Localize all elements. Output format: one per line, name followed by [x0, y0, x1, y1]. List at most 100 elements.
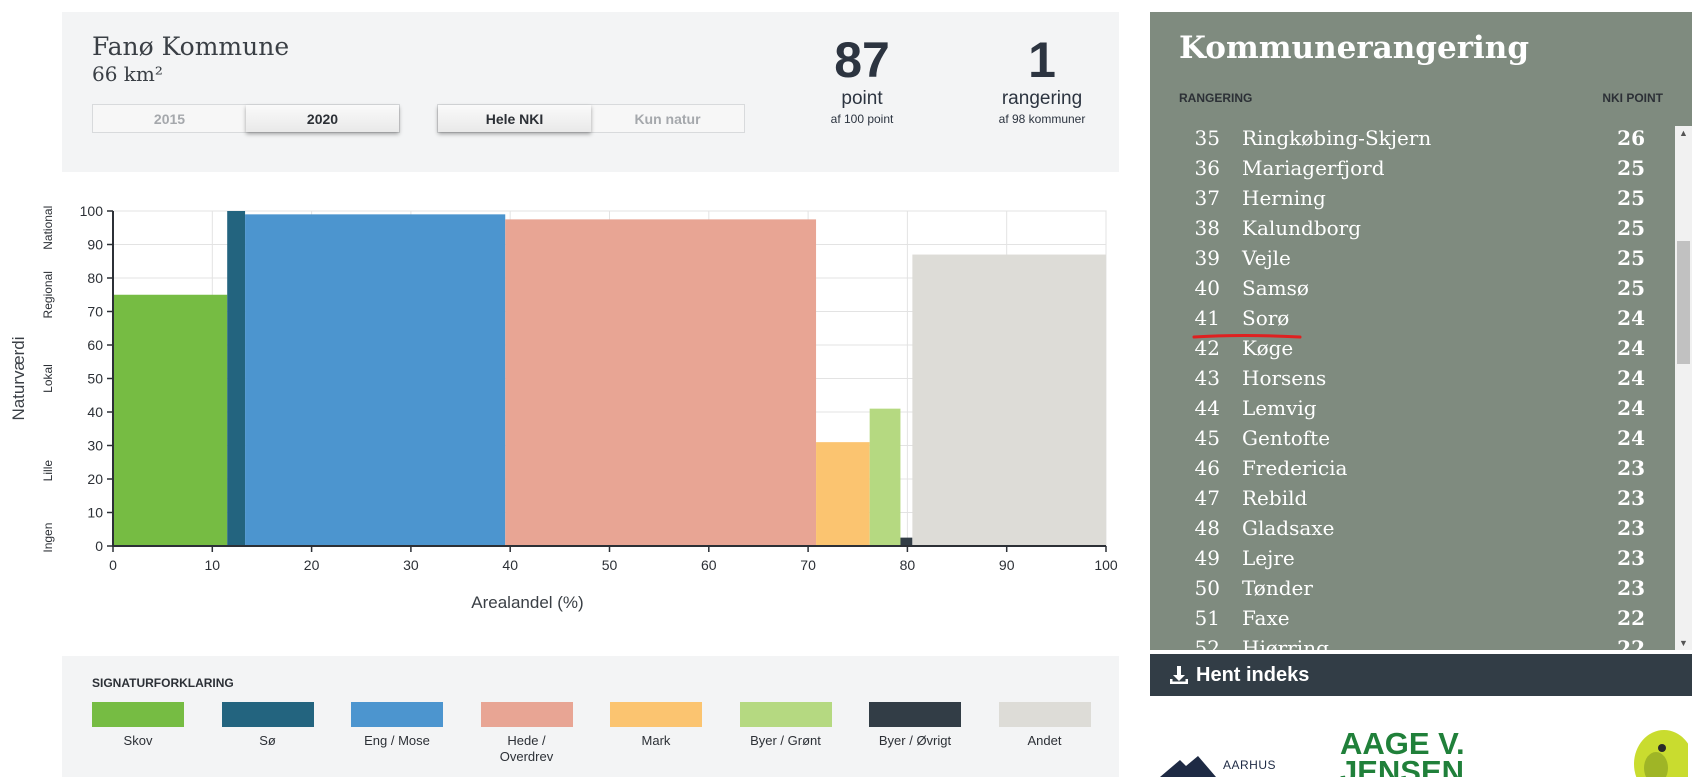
year-toggle: 2015 2020: [92, 104, 400, 133]
x-tick-label: 60: [701, 557, 717, 573]
y-band-label: Lille: [41, 460, 55, 482]
ranking-municipality: Sorø: [1242, 306, 1290, 330]
ranking-row[interactable]: 50 Tønder 23: [1150, 576, 1675, 606]
scroll-down-arrow-icon[interactable]: ▼: [1679, 638, 1688, 648]
legend-swatch: [869, 702, 961, 727]
download-label: Hent indeks: [1196, 663, 1310, 686]
ranking-points: 24: [1617, 396, 1645, 420]
ranking-municipality: Gentofte: [1242, 426, 1331, 450]
y-axis-title: Naturværdi: [9, 336, 28, 420]
legend-label: Mark: [641, 733, 671, 748]
y-tick-label: 10: [87, 505, 103, 521]
y-tick-label: 60: [87, 337, 103, 353]
legend-item: Byer / Øvrigt: [869, 702, 961, 749]
x-tick-label: 10: [205, 557, 221, 573]
ranking-row[interactable]: 44 Lemvig 24: [1150, 396, 1675, 426]
chart-bar: [869, 408, 901, 546]
download-icon: [1170, 666, 1188, 684]
highlight-underline: [1192, 334, 1302, 339]
legend-item: Eng / Mose: [351, 702, 443, 749]
mode-tab-kun-natur[interactable]: Kun natur: [634, 110, 701, 127]
municipality-name: Fanø Kommune: [92, 32, 290, 61]
aarhus-seal-icon: [1160, 756, 1216, 777]
year-tab-2015[interactable]: 2015: [153, 110, 186, 127]
legend-swatch: [739, 702, 832, 727]
ranking-row[interactable]: 42 Køge 24: [1150, 336, 1675, 366]
points-sub: af 100 point: [830, 112, 894, 126]
year-tab-2020[interactable]: 2020: [246, 105, 399, 132]
y-tick-label: 90: [87, 237, 103, 253]
ranking-row[interactable]: 36 Mariagerfjord 25: [1150, 156, 1675, 186]
legend-item: Byer / Grønt: [739, 702, 832, 749]
ranking-points: 25: [1617, 216, 1645, 240]
aage-v-jensen-logo: AAGE V. JENSEN: [1340, 730, 1490, 777]
ranking-row[interactable]: 40 Samsø 25: [1150, 276, 1675, 306]
scroll-up-arrow-icon[interactable]: ▲: [1679, 128, 1688, 138]
fish-logo-icon: [1634, 730, 1688, 777]
ranking-number: 42: [1194, 336, 1220, 360]
municipality-header: Fanø Kommune 66 km² 2015 2020 Hele NKI K…: [62, 12, 1119, 172]
chart-bar: [245, 214, 506, 546]
mode-tab-hele-nki[interactable]: Hele NKI: [438, 105, 591, 132]
legend-panel: SIGNATURFORKLARING Skov Sø Eng / Mose Hede …: [62, 656, 1119, 777]
ranking-points: 26: [1617, 126, 1645, 150]
download-index-button[interactable]: Hent indeks: [1150, 654, 1692, 696]
ranking-row[interactable]: 49 Lejre 23: [1150, 546, 1675, 576]
aarhus-university-logo: AARHUS: [1158, 752, 1288, 777]
aarhus-logo-text: AARHUS: [1223, 758, 1277, 772]
ranking-row[interactable]: 52 Hjørring 22: [1150, 636, 1675, 650]
x-tick-label: 70: [800, 557, 816, 573]
legend-label: Byer / Grønt: [750, 733, 821, 748]
ranking-row[interactable]: 38 Kalundborg 25: [1150, 216, 1675, 246]
points-stat: 87 point af 100 point: [802, 34, 922, 126]
ranking-column-rank: RANGERING: [1179, 91, 1253, 105]
ranking-row[interactable]: 46 Fredericia 23: [1150, 456, 1675, 486]
ranking-points: 25: [1617, 246, 1645, 270]
ranking-row[interactable]: 47 Rebild 23: [1150, 486, 1675, 516]
ranking-list[interactable]: 35 Ringkøbing-Skjern 26 36 Mariagerfjord 25 37…: [1150, 126, 1675, 650]
ranking-scroll-thumb[interactable]: [1677, 241, 1690, 364]
ranking-row[interactable]: 48 Gladsaxe 23: [1150, 516, 1675, 546]
ranking-number: 46: [1194, 456, 1220, 480]
ranking-number: 40: [1194, 276, 1220, 300]
legend-label: Andet: [1027, 733, 1062, 748]
ranking-points: 23: [1617, 456, 1645, 480]
ranking-row[interactable]: 41 Sorø 24: [1150, 306, 1675, 339]
legend-swatch: [351, 702, 443, 727]
ranking-column-points: NKI POINT: [1602, 91, 1663, 105]
ranking-row[interactable]: 37 Herning 25: [1150, 186, 1675, 216]
legend-item: Skov: [92, 702, 184, 749]
ranking-number: 36: [1194, 156, 1220, 180]
chart-bar: [816, 442, 870, 546]
ranking-number: 44: [1194, 396, 1220, 420]
ranking-number: 41: [1194, 306, 1220, 330]
ranking-municipality: Vejle: [1242, 246, 1291, 270]
ranking-row[interactable]: 45 Gentofte 24: [1150, 426, 1675, 456]
chart-canvas: 0 10 20 30 40 50 60 70 80 90 100 0 10 20 30 40 50 60 70 80 9…: [9, 203, 1118, 612]
ranking-row[interactable]: 35 Ringkøbing-Skjern 26: [1150, 126, 1675, 156]
ranking-row[interactable]: 43 Horsens 24: [1150, 366, 1675, 396]
legend-swatch: [998, 702, 1091, 727]
legend-label: Sø: [259, 733, 276, 748]
ranking-municipality: Samsø: [1242, 276, 1309, 300]
ranking-municipality: Hjørring: [1242, 636, 1329, 650]
legend-title: SIGNATURFORKLARING: [92, 676, 234, 690]
ranking-row[interactable]: 39 Vejle 25: [1150, 246, 1675, 276]
x-tick-label: 90: [999, 557, 1015, 573]
ranking-scrollbar[interactable]: ▲ ▼: [1675, 126, 1692, 650]
chart-bar: [227, 211, 246, 546]
ranking-municipality: Gladsaxe: [1242, 516, 1335, 540]
y-tick-label: 0: [95, 538, 103, 554]
ranking-number: 47: [1194, 486, 1220, 510]
ranking-row[interactable]: 51 Faxe 22: [1150, 606, 1675, 636]
ranking-municipality: Tønder: [1242, 576, 1313, 600]
ranking-number: 48: [1194, 516, 1220, 540]
x-tick-label: 30: [403, 557, 419, 573]
legend-label: Eng / Mose: [364, 733, 430, 748]
ranking-municipality: Lejre: [1242, 546, 1295, 570]
legend-label: Byer / Øvrigt: [878, 733, 952, 748]
ranking-points: 23: [1617, 546, 1645, 570]
y-tick-label: 20: [87, 471, 103, 487]
ranking-municipality: Lemvig: [1242, 396, 1317, 420]
ranking-points: 25: [1617, 276, 1645, 300]
